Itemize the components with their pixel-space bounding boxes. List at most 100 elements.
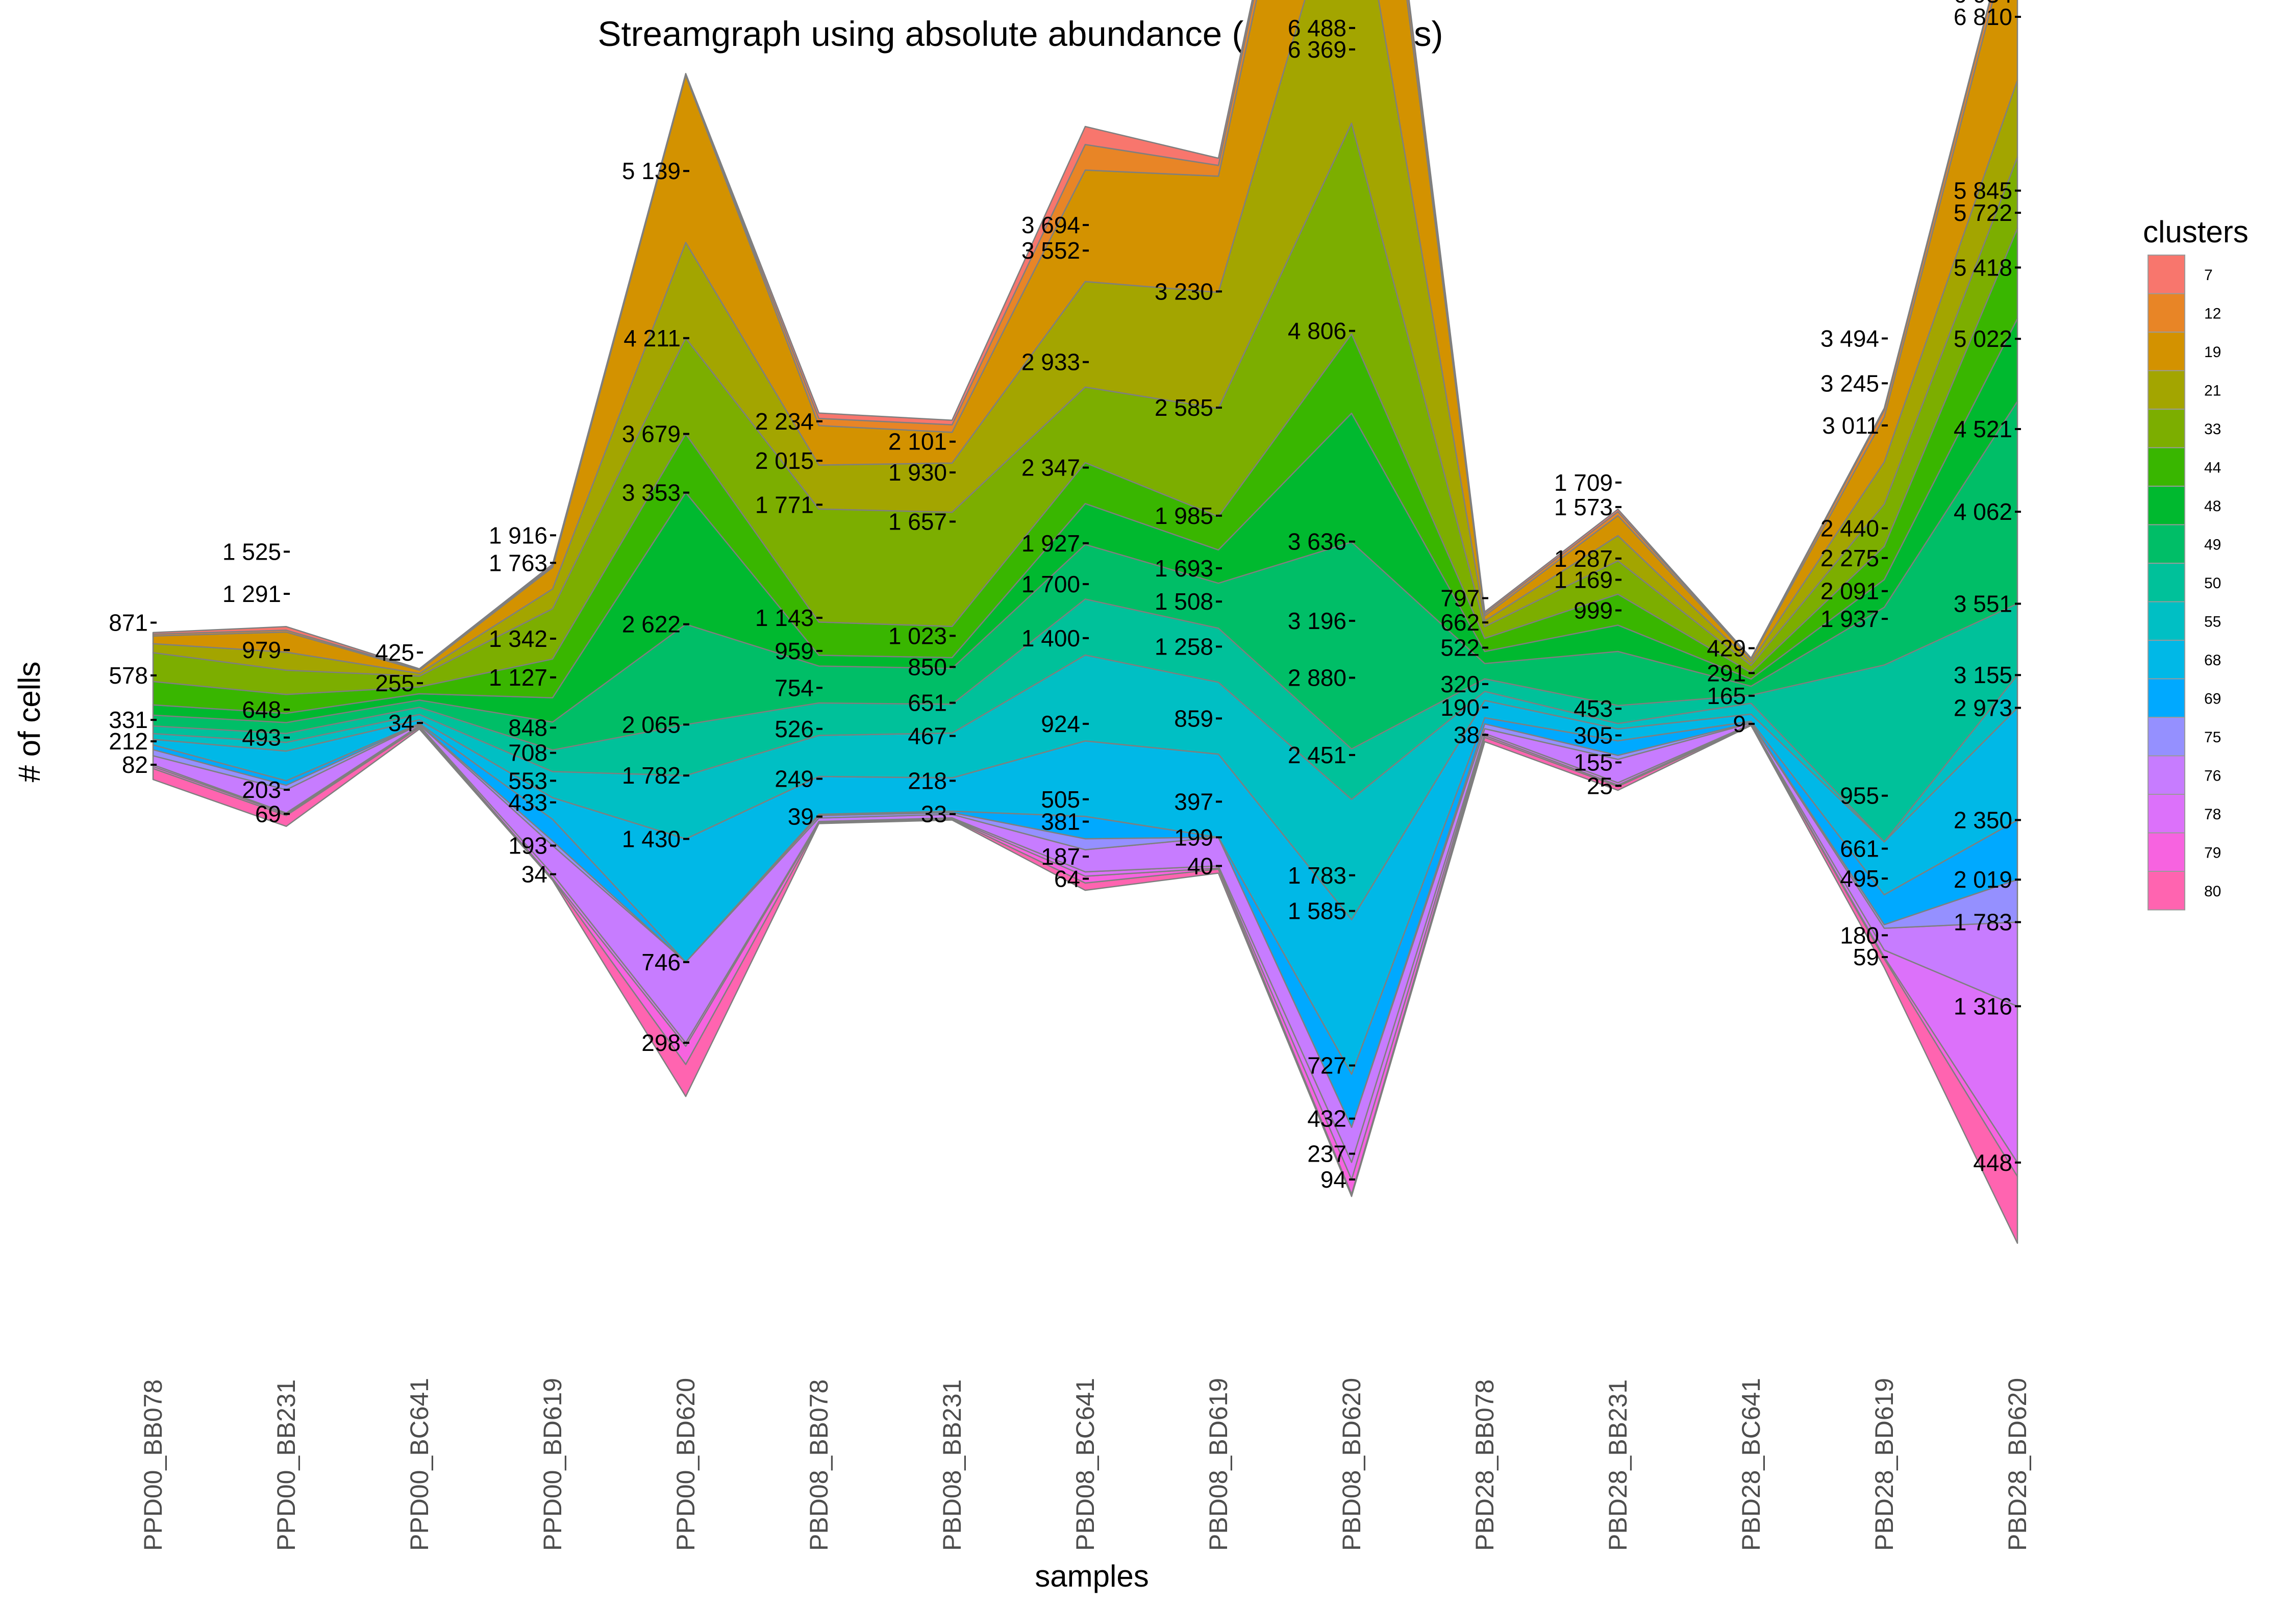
x-tick-label: PPD00_BB231	[272, 1379, 301, 1551]
legend: clusters 7 12 19 21 33 44 48 49 50 55 68 69 75 76 78 79…	[2143, 215, 2249, 911]
data-label: 432	[1307, 1106, 1346, 1132]
data-label: 448	[1973, 1149, 2012, 1176]
x-tick-label: PBD28_BD620	[2003, 1378, 2032, 1551]
data-label: 746	[641, 949, 681, 975]
data-label: 6 369	[1288, 36, 1346, 63]
stream-layer-cluster-7	[152, 0, 1991, 670]
data-label: 40	[1187, 852, 1213, 879]
data-label: 4 211	[623, 325, 681, 351]
data-label: 2 091	[1820, 578, 1879, 605]
data-label: 526	[775, 716, 814, 742]
data-label: 1 937	[1820, 606, 1879, 632]
data-label: 1 127	[489, 664, 547, 691]
legend-key-cluster-48	[2148, 486, 2185, 525]
data-label: 1 783	[1288, 862, 1346, 889]
legend-label-cluster-49: 49	[2204, 536, 2221, 553]
data-label: 1 783	[1954, 909, 2012, 936]
legend-key-cluster-76	[2148, 755, 2185, 795]
data-label: 662	[1440, 609, 1480, 636]
legend-label-cluster-12: 12	[2204, 305, 2221, 322]
stream-layers	[152, 0, 2018, 1244]
data-label: 429	[1707, 635, 1746, 662]
data-label: 180	[1840, 922, 1879, 948]
data-label: 1 782	[622, 762, 681, 789]
data-label: 651	[908, 690, 947, 716]
legend-key-cluster-7	[2148, 255, 2185, 294]
data-label: 4 521	[1954, 416, 2012, 442]
legend-label-cluster-7: 7	[2204, 267, 2213, 284]
legend-label-cluster-33: 33	[2204, 421, 2221, 438]
data-label: 859	[1174, 705, 1213, 732]
data-label: 5 139	[622, 158, 681, 184]
legend-label-cluster-21: 21	[2204, 382, 2221, 399]
data-label: 187	[1041, 843, 1080, 870]
data-label: 1 771	[755, 491, 814, 518]
data-label: 2 015	[755, 447, 814, 474]
data-label: 2 880	[1288, 665, 1346, 691]
data-label: 212	[109, 728, 148, 755]
legend-key-cluster-19	[2148, 332, 2185, 371]
data-label: 249	[775, 766, 814, 792]
data-label: 3 494	[1820, 325, 1879, 351]
data-label: 1 709	[1554, 469, 1613, 496]
data-label: 165	[1707, 683, 1746, 709]
data-label: 2 440	[1820, 515, 1879, 542]
data-label: 979	[242, 637, 281, 663]
x-tick-label: PBD28_BB231	[1604, 1379, 1632, 1551]
data-label: 708	[508, 740, 547, 766]
data-label: 648	[242, 696, 281, 723]
data-label: 331	[109, 707, 148, 733]
data-label: 850	[908, 654, 947, 680]
data-label: 94	[1320, 1166, 1346, 1193]
data-label: 1 287	[1554, 545, 1613, 572]
legend-key-cluster-49	[2148, 524, 2185, 564]
legend-key-cluster-21	[2148, 370, 2185, 410]
data-label: 433	[508, 789, 547, 816]
legend-label-cluster-50: 50	[2204, 575, 2221, 592]
data-label: 661	[1840, 836, 1879, 862]
data-label: 1 700	[1021, 571, 1080, 597]
data-label: 4 062	[1954, 498, 2012, 525]
data-label: 1 508	[1155, 588, 1213, 615]
legend-title: clusters	[2143, 215, 2249, 249]
x-tick-label: PBD28_BC641	[1737, 1378, 1765, 1551]
data-label: 5 845	[1954, 178, 2012, 204]
x-axis-title: samples	[1035, 1559, 1149, 1593]
legend-label-cluster-48: 48	[2204, 498, 2221, 515]
data-label: 1 143	[755, 605, 814, 631]
data-label: 1 693	[1155, 555, 1213, 582]
data-label: 3 230	[1155, 278, 1213, 305]
data-label: 203	[242, 776, 281, 803]
legend-label-cluster-80: 80	[2204, 883, 2221, 900]
data-label: 2 451	[1288, 742, 1346, 768]
data-label: 959	[775, 638, 814, 664]
data-label: 320	[1440, 671, 1480, 697]
x-tick-label: PPD00_BD620	[671, 1378, 700, 1551]
data-label: 3 694	[1021, 212, 1080, 238]
data-label: 291	[1707, 660, 1746, 686]
data-label: 25	[1587, 772, 1613, 799]
data-label: 3 011	[1822, 412, 1879, 439]
y-axis-title: # of cells	[12, 662, 46, 783]
data-label: 493	[242, 724, 281, 751]
data-label: 305	[1574, 722, 1613, 748]
data-label: 797	[1440, 585, 1480, 611]
data-label: 2 933	[1021, 349, 1080, 375]
data-label: 33	[921, 801, 947, 827]
data-label: 1 169	[1554, 566, 1613, 593]
data-label: 5 722	[1954, 199, 2012, 226]
data-label: 1 573	[1554, 494, 1613, 520]
data-label: 1 585	[1288, 898, 1346, 924]
data-label: 9	[1733, 711, 1746, 737]
data-label: 999	[1574, 597, 1613, 623]
data-label: 3 551	[1954, 590, 2012, 617]
legend-key-cluster-50	[2148, 563, 2185, 602]
x-axis-tick-labels: PPD00_BB078 PPD00_BB231 PPD00_BC641 PPD00_B…	[139, 1378, 2032, 1551]
data-label: 1 916	[489, 522, 547, 548]
legend-key-cluster-79	[2148, 832, 2185, 872]
data-label: 1 291	[222, 581, 281, 607]
data-label: 6 934	[1954, 0, 2012, 8]
data-label: 2 973	[1954, 694, 2012, 721]
